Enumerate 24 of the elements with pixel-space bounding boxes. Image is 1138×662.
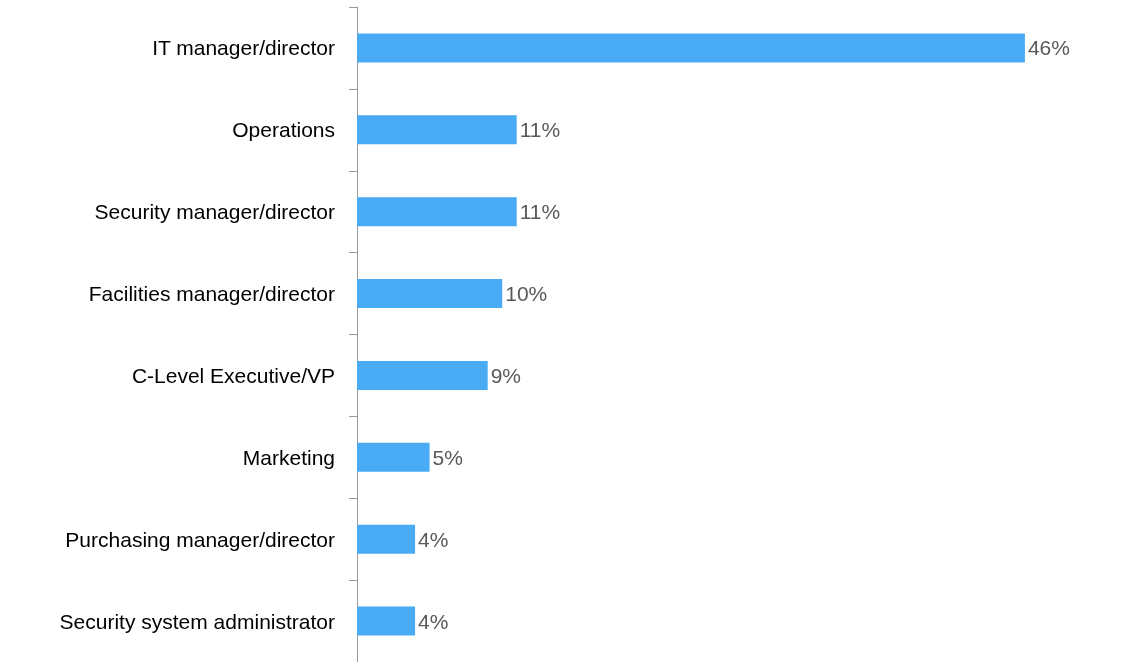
bar [357,33,1025,63]
data-label: 11% [519,200,561,224]
bar [357,442,430,472]
bar [357,197,517,227]
data-label: 5% [432,445,463,469]
y-tick-label: C-Level Executive/VP [131,363,335,387]
y-tick-label: Security system administrator [59,609,335,633]
data-label: 4% [418,527,449,551]
data-label: 10% [505,282,548,306]
bar [357,115,517,145]
bar [357,279,503,309]
bar [357,360,488,390]
y-tick-label: Security manager/director [94,200,335,224]
y-tick-label: Operations [232,118,335,142]
data-label: 9% [490,363,522,387]
bar [357,606,416,636]
y-tick-label: Facilities manager/director [88,282,335,306]
y-tick-label: Marketing [242,445,335,469]
data-label: 4% [418,609,449,633]
data-label: 46% [1027,36,1070,60]
y-tick-label: IT manager/director [152,36,336,60]
y-tick-label: Purchasing manager/director [65,527,335,551]
bar [357,524,416,554]
data-label: 11% [519,118,561,142]
